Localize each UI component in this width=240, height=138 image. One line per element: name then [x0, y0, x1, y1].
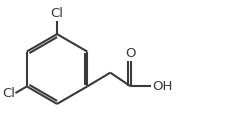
Text: Cl: Cl	[51, 7, 64, 20]
Text: Cl: Cl	[2, 87, 15, 99]
Text: OH: OH	[152, 80, 172, 93]
Text: O: O	[126, 47, 136, 60]
